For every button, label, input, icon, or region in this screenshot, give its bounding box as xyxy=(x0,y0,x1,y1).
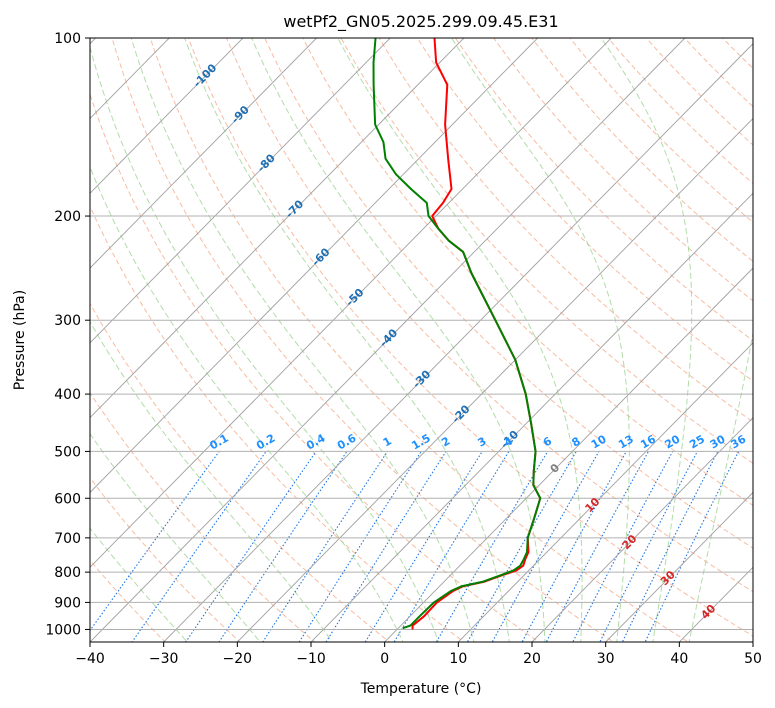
isotherm xyxy=(90,38,318,269)
dry-adiabat xyxy=(90,205,465,642)
dry-adiabat xyxy=(302,38,753,506)
moist-adiabat xyxy=(90,527,188,642)
isotherm xyxy=(90,38,539,494)
isotherm xyxy=(90,38,465,419)
y-axis-label: Pressure (hPa) xyxy=(12,290,28,390)
y-tick-label: 500 xyxy=(54,444,81,460)
dry-adiabat xyxy=(149,38,690,642)
dry-adiabat xyxy=(416,38,753,382)
y-tick-label: 600 xyxy=(54,491,81,507)
isotherm xyxy=(310,192,753,642)
y-tick-label: 900 xyxy=(54,595,81,611)
mixing-ratio-line xyxy=(298,451,422,642)
dry-adiabat xyxy=(607,38,753,185)
x-axis-label: Temperature (°C) xyxy=(360,681,482,697)
dry-adiabat xyxy=(645,38,753,146)
y-tick-label: 200 xyxy=(54,209,81,225)
x-tick-label: −20 xyxy=(223,651,253,667)
isotherm xyxy=(384,267,753,642)
mixing-ratio-line xyxy=(435,451,549,642)
y-tick-label: 300 xyxy=(54,313,81,329)
x-tick-label: 40 xyxy=(670,651,688,667)
y-tick-label: 100 xyxy=(54,31,81,47)
axes: −40 −30 −20 −10 0 10 20 30 40 50 1000 900 800 700 600 5… xyxy=(45,31,762,667)
dry-adiabat xyxy=(454,38,753,342)
dry-adiabat xyxy=(90,476,241,642)
isotherm xyxy=(457,342,753,642)
x-tick-label: 30 xyxy=(597,651,615,667)
mixing-ratio-line xyxy=(218,451,348,642)
moist-adiabat xyxy=(90,45,439,642)
y-tick-label: 800 xyxy=(54,565,81,581)
y-tick-label: 400 xyxy=(54,387,81,403)
dry-adiabat xyxy=(531,38,753,263)
isotherm xyxy=(236,117,753,642)
mixing-ratio-line xyxy=(90,451,220,632)
dry-adiabat xyxy=(111,38,615,642)
mixing-ratio-line xyxy=(393,451,510,642)
dewpoint-line xyxy=(372,38,542,630)
dry-adiabat xyxy=(378,38,753,423)
x-tick-label: −10 xyxy=(296,651,326,667)
profile-lines xyxy=(372,38,542,630)
isotherm xyxy=(605,491,753,642)
mixing-ratio-line xyxy=(572,451,674,642)
isotherm xyxy=(531,416,753,642)
isotherm xyxy=(90,38,686,642)
moist-adiabat xyxy=(184,38,510,642)
y-tick-label: 700 xyxy=(54,531,81,547)
dry-adiabat xyxy=(90,302,391,642)
y-tick-label: 1000 xyxy=(45,622,81,638)
mixing-ratio-line xyxy=(491,451,600,642)
isotherm xyxy=(163,43,753,642)
x-tick-label: 10 xyxy=(449,651,467,667)
plot-area xyxy=(90,38,753,642)
x-tick-label: −30 xyxy=(149,651,179,667)
isotherm xyxy=(90,38,391,344)
isotherm xyxy=(90,38,612,568)
mixing-ratio-line xyxy=(644,451,740,642)
dry-adiabat xyxy=(90,391,316,642)
mixing-ratio-line xyxy=(131,451,267,642)
plot-frame xyxy=(89,37,754,643)
dry-adiabat xyxy=(187,38,753,637)
isotherm xyxy=(90,38,244,194)
moist-adiabat xyxy=(90,432,261,642)
x-tick-label: 50 xyxy=(744,651,762,667)
background-lines xyxy=(90,38,753,642)
mixing-ratio-line xyxy=(185,451,317,642)
x-tick-label: −40 xyxy=(75,651,105,667)
mixing-ratio-line xyxy=(621,451,719,642)
chart-title: wetPf2_GN05.2025.299.09.45.E31 xyxy=(283,12,558,32)
dry-adiabat xyxy=(90,92,540,642)
x-tick-label: 20 xyxy=(523,651,541,667)
mixing-ratio-line xyxy=(599,451,698,642)
mixing-ratio-line xyxy=(364,451,483,642)
mixing-ratio-line xyxy=(325,451,447,642)
dry-adiabat xyxy=(226,38,753,593)
dry-adiabat xyxy=(340,38,753,464)
x-tick-label: 0 xyxy=(380,651,389,667)
